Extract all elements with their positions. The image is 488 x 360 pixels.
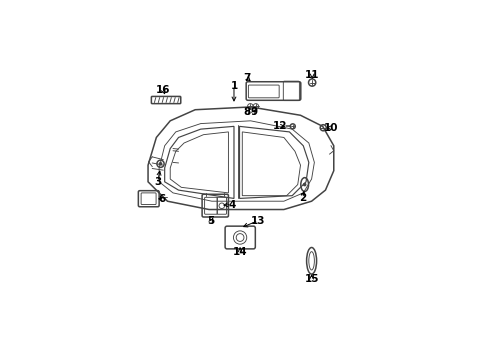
Text: 10: 10 bbox=[324, 123, 338, 133]
Text: 16: 16 bbox=[156, 85, 170, 95]
Text: 12: 12 bbox=[273, 121, 287, 131]
Text: 6: 6 bbox=[159, 194, 166, 204]
Text: 9: 9 bbox=[249, 108, 257, 117]
Text: 3: 3 bbox=[154, 177, 161, 187]
Text: 1: 1 bbox=[230, 81, 237, 91]
Text: 15: 15 bbox=[304, 274, 318, 284]
Text: 7: 7 bbox=[243, 73, 250, 83]
Circle shape bbox=[303, 184, 305, 186]
Text: 8: 8 bbox=[243, 108, 250, 117]
Text: 13: 13 bbox=[251, 216, 265, 226]
Text: 5: 5 bbox=[207, 216, 214, 226]
Text: 11: 11 bbox=[305, 70, 319, 80]
Circle shape bbox=[159, 163, 162, 165]
Text: 14: 14 bbox=[232, 247, 247, 257]
Text: 4: 4 bbox=[227, 199, 235, 210]
Text: 2: 2 bbox=[299, 193, 305, 203]
